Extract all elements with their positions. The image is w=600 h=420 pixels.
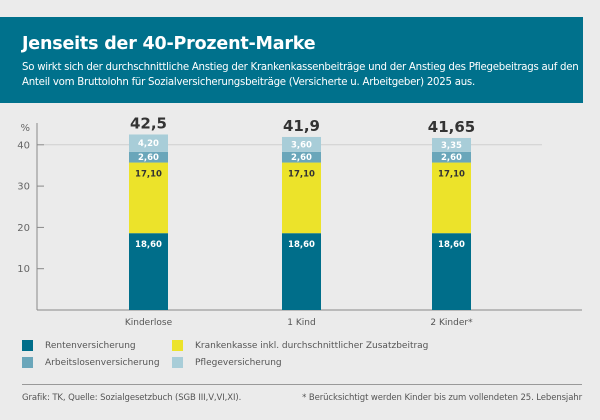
bar-total-label: 41,65 <box>428 118 475 136</box>
stacked-bar-chart: % 10 20 30 40 18,60 17,10 2,60 4,20 42,5 Kinderlo… <box>17 114 582 328</box>
legend-label: Arbeitslosenversicherung <box>45 357 160 368</box>
segment-value-label: 17,10 <box>135 170 162 180</box>
bar-total-label: 41,9 <box>283 117 320 135</box>
bar-segment-krankenkasse <box>282 162 321 234</box>
bar-segment-arbeitslosenversicherung <box>129 151 168 163</box>
segment-value-label: 3,60 <box>291 140 312 150</box>
segment-value-label: 2,60 <box>138 153 159 163</box>
y-axis-unit-label: % <box>20 123 30 134</box>
segment-value-label: 4,20 <box>138 139 159 149</box>
chart-title: Jenseits der 40-Prozent-Marke <box>22 34 316 54</box>
bar-segment-arbeitslosenversicherung <box>432 151 471 163</box>
chart-subtitle: So wirkt sich der durchschnittliche Anst… <box>22 62 579 88</box>
legend-label: Pflegeversicherung <box>195 357 282 368</box>
legend-label: Rentenversicherung <box>45 340 136 351</box>
footnote: * Berücksichtigt werden Kinder bis zum v… <box>302 393 582 403</box>
x-category-label: Kinderlose <box>125 318 173 328</box>
legend-swatch <box>22 357 33 368</box>
bar-segment-arbeitslosenversicherung <box>282 151 321 163</box>
legend-swatch <box>172 357 183 368</box>
bar-segment-krankenkasse <box>432 162 471 234</box>
segment-value-label: 18,60 <box>438 240 465 250</box>
legend-item-pflegeversicherung: Pflegeversicherung <box>172 357 282 368</box>
legend-swatch <box>22 340 33 351</box>
segment-value-label: 17,10 <box>288 170 315 180</box>
bar-segment-pflegeversicherung <box>432 137 471 152</box>
legend-swatch <box>172 340 183 351</box>
segment-value-label: 18,60 <box>135 240 162 250</box>
segment-value-label: 3,35 <box>441 141 462 151</box>
legend-item-arbeitslosenversicherung: Arbeitslosenversicherung <box>22 357 160 368</box>
source-note: Grafik: TK, Quelle: Sozialgesetzbuch (SG… <box>22 393 242 403</box>
segment-value-label: 18,60 <box>288 240 315 250</box>
bar-segment-pflegeversicherung <box>282 136 321 152</box>
header-banner: Jenseits der 40-Prozent-Marke So wirkt s… <box>0 17 583 103</box>
segment-value-label: 2,60 <box>441 153 462 163</box>
legend-label: Krankenkasse inkl. durchschnittlicher Zu… <box>195 340 429 351</box>
segment-value-label: 17,10 <box>438 170 465 180</box>
bar-segment-rentenversicherung <box>432 233 471 310</box>
legend-item-rentenversicherung: Rentenversicherung <box>22 340 136 351</box>
y-tick-label: 40 <box>17 140 30 151</box>
bars <box>129 134 471 310</box>
y-tick-label: 10 <box>17 264 30 275</box>
x-category-label: 1 Kind <box>287 318 315 328</box>
x-category-label: 2 Kinder* <box>430 318 473 328</box>
legend-item-krankenkasse: Krankenkasse inkl. durchschnittlicher Zu… <box>172 340 428 351</box>
y-tick-label: 30 <box>17 182 30 193</box>
segment-value-label: 2,60 <box>291 153 312 163</box>
labels: 18,60 17,10 2,60 4,20 42,5 Kinderlose 18,60 17,… <box>125 114 475 328</box>
footer-divider <box>22 384 582 385</box>
bar-segment-pflegeversicherung <box>129 134 168 152</box>
bar-total-label: 42,5 <box>130 114 167 132</box>
bar-segment-krankenkasse <box>129 162 168 234</box>
bar-segment-rentenversicherung <box>129 233 168 310</box>
bar-segment-rentenversicherung <box>282 233 321 310</box>
y-tick-label: 20 <box>17 223 30 234</box>
